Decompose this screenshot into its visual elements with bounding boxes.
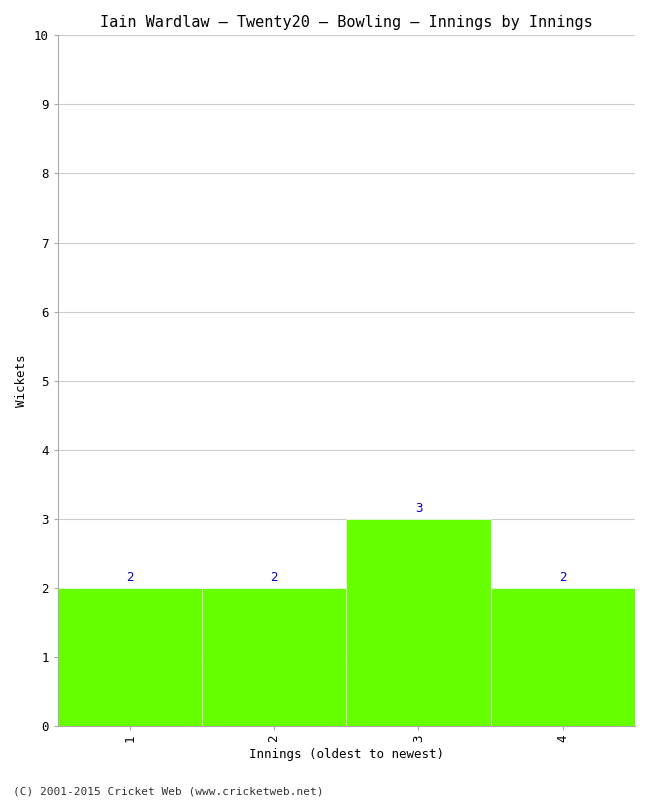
Y-axis label: Wickets: Wickets <box>15 354 28 407</box>
Text: 3: 3 <box>415 502 422 515</box>
Bar <box>202 588 346 726</box>
Bar <box>58 588 202 726</box>
Text: 2: 2 <box>559 571 567 584</box>
X-axis label: Innings (oldest to newest): Innings (oldest to newest) <box>249 748 444 761</box>
Bar <box>491 588 635 726</box>
Title: Iain Wardlaw – Twenty20 – Bowling – Innings by Innings: Iain Wardlaw – Twenty20 – Bowling – Inni… <box>100 15 593 30</box>
Text: (C) 2001-2015 Cricket Web (www.cricketweb.net): (C) 2001-2015 Cricket Web (www.cricketwe… <box>13 786 324 796</box>
Bar <box>346 518 491 726</box>
Text: 2: 2 <box>270 571 278 584</box>
Text: 2: 2 <box>126 571 133 584</box>
